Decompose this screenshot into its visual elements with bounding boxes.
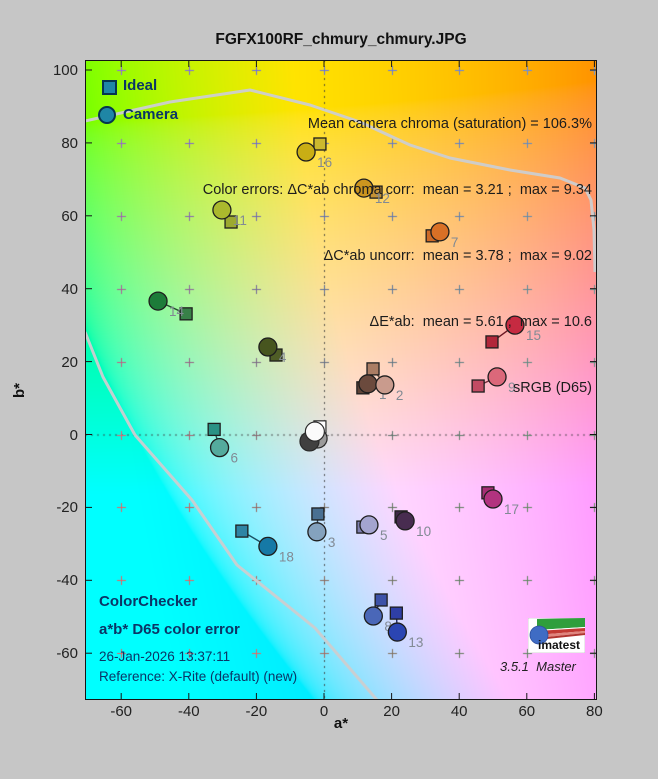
info-chart-type: a*b* D65 color error [99,621,240,638]
stat-colorspace: sRGB (D65) [513,380,592,396]
patch-11-camera-marker [212,200,232,220]
stat-chroma: Mean camera chroma (saturation) = 106.3% [307,116,592,132]
y-tick-label: 20 [61,353,78,371]
info-timestamp: 26-Jan-2026 13:37:11 [99,649,231,664]
y-tick-label: 0 [69,426,78,444]
error-statistics: Mean camera chroma (saturation) = 106.3%… [203,69,592,443]
patch-16-label: 16 [317,155,332,170]
gamut-boundary-left [85,331,379,700]
y-tick-label: -40 [56,572,78,590]
patch-3-ideal-marker [311,507,325,521]
patch-6-ideal-marker [207,422,221,437]
stat-deltaE: ΔE*ab: mean = 5.61 ; max = 10.6 [369,314,592,330]
patch-9-camera-marker [487,367,507,387]
stat-chroma-corr: Color errors: ΔC*ab chroma corr: mean = … [202,182,592,198]
ab-colormap-background [85,60,597,700]
imatest-logo-graphic: imatest [528,618,585,653]
patch-7-camera-marker [430,222,450,242]
patch-18-camera-marker [258,536,278,557]
patch-14-label: 14 [169,304,185,319]
patch-15-ideal-marker [485,335,499,349]
x-tick-label: -40 [177,703,200,720]
legend-camera-label: Camera [123,106,179,123]
patch-13-ideal-marker [389,606,403,620]
patch-14-ideal-marker [179,307,193,321]
patch-8-label: 8 [384,619,392,634]
y-tick-label: -20 [56,499,78,517]
patch-12-camera-marker [354,178,374,198]
x-tick-label: 40 [450,703,468,720]
neutral-marker-3 [304,421,325,442]
patch-9-label: 9 [508,380,516,395]
plot-overlay: 123456789101112131415161718 [85,60,597,700]
patch-6-label: 6 [231,451,239,466]
patch-18-label: 18 [279,549,294,564]
x-tick-label: -20 [245,703,268,720]
x-tick-label: 20 [383,703,400,720]
y-tick-label: 100 [52,62,78,79]
y-tick-label: -60 [56,645,78,663]
patch-3-camera-marker [307,522,327,542]
patch-4-label: 4 [279,350,287,365]
chart-info-block: ColorChecker a*b* D65 color error 26-Jan… [99,593,297,689]
y-tick-label: 80 [61,134,78,152]
patch-16-camera-marker [296,142,316,162]
patch-11-label: 11 [233,213,247,228]
ideal-square-marker-icon [102,80,117,95]
patch-2-camera-marker [375,375,395,395]
patch-5-label: 5 [380,528,388,543]
patch-15-label: 15 [526,328,541,343]
patch-14-camera-marker [148,291,168,311]
y-axis-label: b* [11,383,28,398]
y-tick-label: 40 [61,280,78,298]
info-chart-name: ColorChecker [99,593,198,610]
patch-13-label: 13 [408,635,423,650]
patch-8-camera-marker [363,606,383,626]
x-axis-label: a* [333,715,349,732]
x-tick-label: 0 [319,703,329,720]
patch-3-label: 3 [328,535,336,550]
info-reference: Reference: X-Rite (default) (new) [99,669,298,684]
x-tick-label: 80 [586,703,603,720]
patch-2-ideal-marker [366,362,380,376]
patch-6-camera-marker [209,437,230,458]
stat-chroma-uncorr: ΔC*ab uncorr: mean = 3.78 ; max = 9.02 [323,248,592,264]
gamut-boundary-top [85,88,597,273]
patch-10-camera-marker [395,511,415,531]
y-tick-label: 60 [61,207,78,225]
axes-box [85,60,597,700]
patch-5-camera-marker [359,515,379,535]
patch-9-ideal-marker [471,379,485,393]
patch-18-ideal-marker [235,524,249,538]
patch-11-ideal-marker [224,215,238,229]
patch-4-camera-marker [258,337,278,357]
chart-title: FGFX100RF_chmury_chmury.JPG [215,31,467,48]
imatest-logo-text: imatest [538,638,580,652]
patch-16-ideal-marker [313,137,327,151]
patch-12-label: 12 [375,191,390,206]
version-text: 3.5.1 Master [500,659,576,674]
patch-2-label: 2 [396,388,404,403]
patch-17-camera-marker [483,489,503,509]
patch-8-ideal-marker [374,593,388,607]
plot-area: 123456789101112131415161718 Ideal Camera… [85,60,597,700]
x-tick-label: 60 [518,703,536,720]
patch-7-label: 7 [451,235,459,250]
patch-13-camera-marker [387,622,407,642]
legend-ideal-label: Ideal [123,77,158,94]
patch-15-camera-marker [505,315,525,335]
patch-17-label: 17 [504,502,519,517]
patch-10-label: 10 [416,524,431,539]
x-tick-label: -60 [110,703,133,720]
camera-circle-marker-icon [98,106,116,124]
